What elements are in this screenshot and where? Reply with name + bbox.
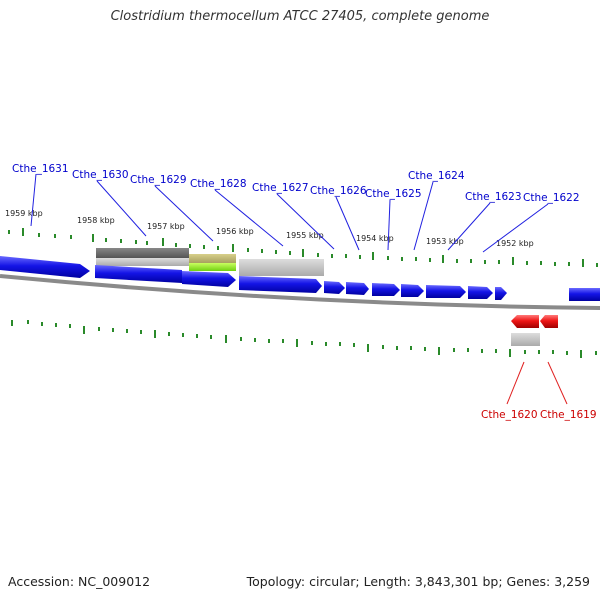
- gene-arrow-cthe-1622: [495, 287, 507, 300]
- gene-label-cthe-1631[interactable]: Cthe_1631: [12, 163, 69, 175]
- gene-label-cthe-1628[interactable]: Cthe_1628: [190, 178, 247, 190]
- reverse-gene-arrows: [511, 315, 558, 328]
- forward-gene-arrows: [0, 256, 600, 301]
- kbp-label: 1956 kbp: [216, 227, 254, 236]
- gene-arrow-cthe-1624a: [401, 284, 424, 297]
- gene-label-cthe-1622[interactable]: Cthe_1622: [523, 192, 580, 204]
- upper-tick-track: [8, 228, 598, 267]
- gene-label-cthe-1627[interactable]: Cthe_1627: [252, 182, 309, 194]
- gene-arrow-cthe-1629: [182, 271, 236, 287]
- kbp-label: 1958 kbp: [77, 216, 115, 225]
- gene-arrow-cthe-1628: [239, 276, 322, 293]
- gene-arrow-cthe-1620: [511, 315, 539, 328]
- gene-arrow-cthe-1627: [324, 281, 345, 294]
- gene-label-cthe-1625[interactable]: Cthe_1625: [365, 188, 422, 200]
- gene-label-cthe-1629[interactable]: Cthe_1629: [130, 174, 187, 186]
- kbp-label: 1954 kbp: [356, 234, 394, 243]
- gene-arrow-cthe-1623: [468, 286, 493, 299]
- gene-arrow-cthe-1631: [0, 256, 90, 278]
- gene-arrow-cthe-1624: [426, 285, 466, 298]
- genome-summary-text: Topology: circular; Length: 3,843,301 bp…: [246, 574, 590, 589]
- accession-text: Accession: NC_009012: [8, 574, 151, 589]
- gene-arrow-cthe-1619: [540, 315, 558, 328]
- kbp-label: 1953 kbp: [426, 237, 464, 246]
- lower-tick-track: [11, 320, 597, 358]
- gene-arrow-cthe-1630: [95, 265, 182, 283]
- reverse-label-leaders: [506, 361, 568, 405]
- gene-arrow-right-edge: [569, 288, 600, 301]
- genome-backbone: [0, 274, 600, 310]
- gene-arrow-cthe-1626: [346, 282, 369, 295]
- kbp-label: 1952 kbp: [496, 239, 534, 248]
- kbp-label: 1959 kbp: [5, 209, 43, 218]
- gene-label-cthe-1623[interactable]: Cthe_1623: [465, 191, 522, 203]
- map-title: Clostridium thermocellum ATCC 27405, com…: [110, 9, 490, 24]
- gene-arrow-cthe-1625: [372, 283, 400, 296]
- gene-label-cthe-1630[interactable]: Cthe_1630: [72, 169, 129, 181]
- kbp-label: 1957 kbp: [147, 222, 185, 231]
- gene-label-cthe-1620[interactable]: Cthe_1620: [481, 409, 538, 421]
- forward-label-leaders: [30, 173, 549, 253]
- kbp-label: 1955 kbp: [286, 231, 324, 240]
- feature-blocks: [96, 248, 540, 346]
- gene-label-cthe-1624[interactable]: Cthe_1624: [408, 170, 465, 182]
- gene-label-cthe-1626[interactable]: Cthe_1626: [310, 185, 367, 197]
- gene-label-cthe-1619[interactable]: Cthe_1619: [540, 409, 597, 421]
